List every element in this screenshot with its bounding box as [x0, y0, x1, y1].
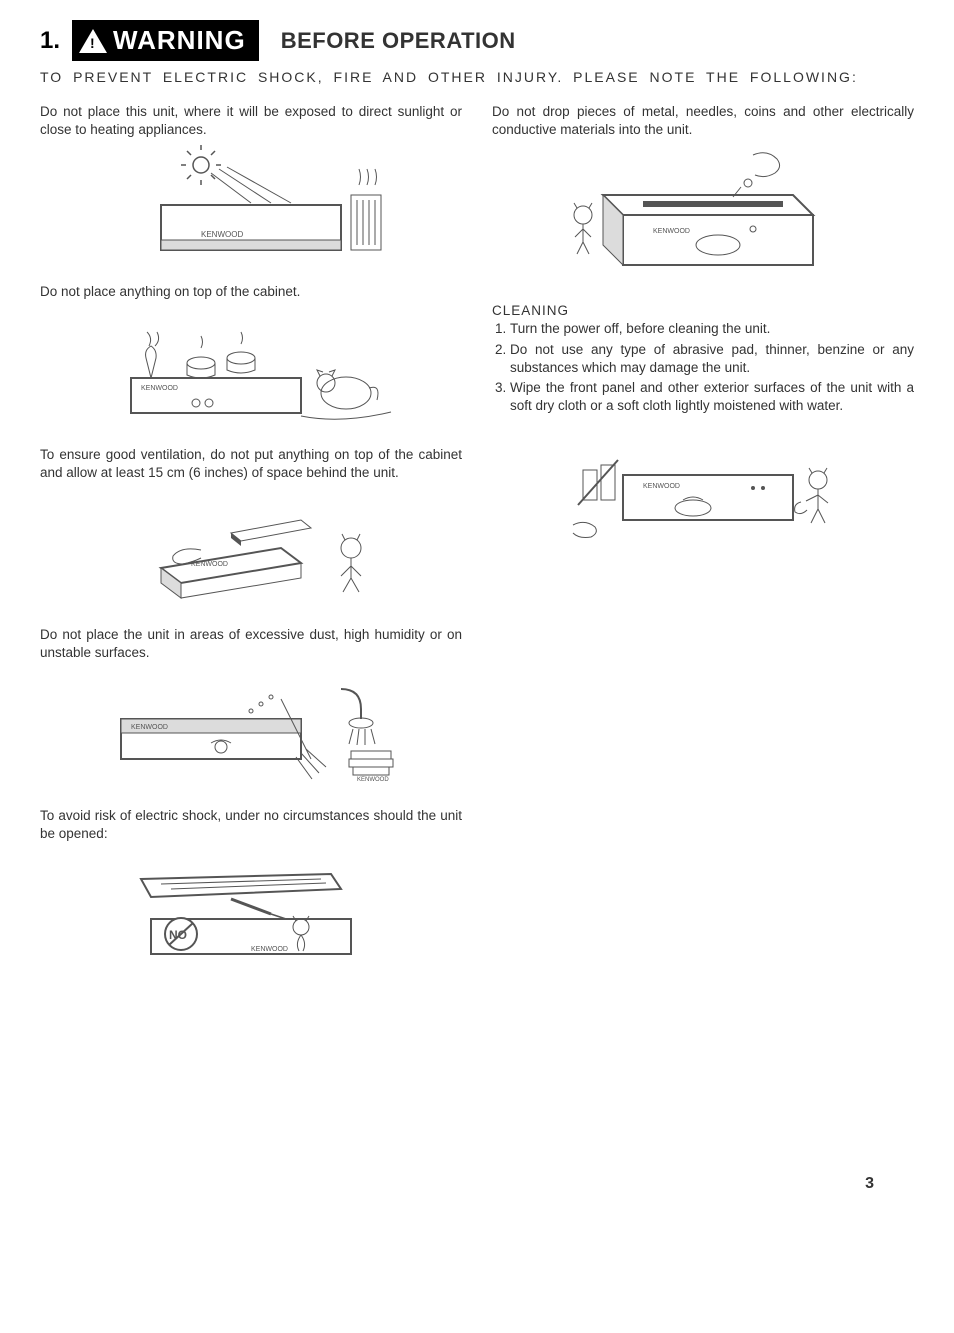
- left-para-4: Do not place the unit in areas of excess…: [40, 626, 462, 662]
- right-para-1: Do not drop pieces of metal, needles, co…: [492, 103, 914, 139]
- page: 1. WARNING BEFORE OPERATION TO PREVENT E…: [40, 20, 914, 1313]
- svg-text:KENWOOD: KENWOOD: [357, 777, 389, 783]
- svg-text:KENWOOD: KENWOOD: [653, 228, 690, 235]
- illustration-sunlight: KENWOOD: [101, 145, 401, 265]
- warning-label: WARNING: [113, 25, 246, 56]
- right-column: Do not drop pieces of metal, needles, co…: [492, 103, 914, 987]
- svg-text:KENWOOD: KENWOOD: [251, 946, 288, 953]
- left-column: Do not place this unit, where it will be…: [40, 103, 462, 987]
- cleaning-list: Turn the power off, before cleaning the …: [492, 320, 914, 415]
- section-number: 1.: [40, 27, 60, 55]
- intro-text: TO PREVENT ELECTRIC SHOCK, FIRE AND OTHE…: [40, 69, 914, 85]
- content-columns: Do not place this unit, where it will be…: [40, 103, 914, 987]
- illustration-open: KENWOOD NO: [101, 849, 401, 969]
- illustration-ventilation: KENWOOD: [101, 488, 401, 608]
- warning-triangle-icon: [79, 29, 107, 53]
- svg-text:KENWOOD: KENWOOD: [141, 385, 178, 392]
- brand-label: KENWOOD: [201, 230, 243, 239]
- left-para-5: To avoid risk of electric shock, under n…: [40, 807, 462, 843]
- cleaning-item-3: Wipe the front panel and other exterior …: [510, 379, 914, 415]
- left-para-1: Do not place this unit, where it will be…: [40, 103, 462, 139]
- left-para-2: Do not place anything on top of the cabi…: [40, 283, 462, 301]
- page-title: BEFORE OPERATION: [281, 28, 516, 54]
- illustration-drop: KENWOOD: [553, 145, 853, 285]
- left-para-3: To ensure good ventilation, do not put a…: [40, 446, 462, 482]
- svg-text:KENWOOD: KENWOOD: [131, 724, 168, 731]
- cleaning-item-2: Do not use any type of abrasive pad, thi…: [510, 341, 914, 377]
- svg-text:KENWOOD: KENWOOD: [643, 483, 680, 490]
- illustration-cleaning: KENWOOD: [553, 430, 853, 550]
- illustration-dust: KENWOOD: [101, 669, 401, 789]
- header-row: 1. WARNING BEFORE OPERATION: [40, 20, 914, 61]
- svg-text:KENWOOD: KENWOOD: [191, 561, 228, 568]
- illustration-ontop: KENWOOD: [101, 308, 401, 428]
- cleaning-heading: CLEANING: [492, 303, 914, 318]
- warning-badge: WARNING: [72, 20, 259, 61]
- page-number: 3: [865, 1175, 874, 1193]
- cleaning-item-1: Turn the power off, before cleaning the …: [510, 320, 914, 338]
